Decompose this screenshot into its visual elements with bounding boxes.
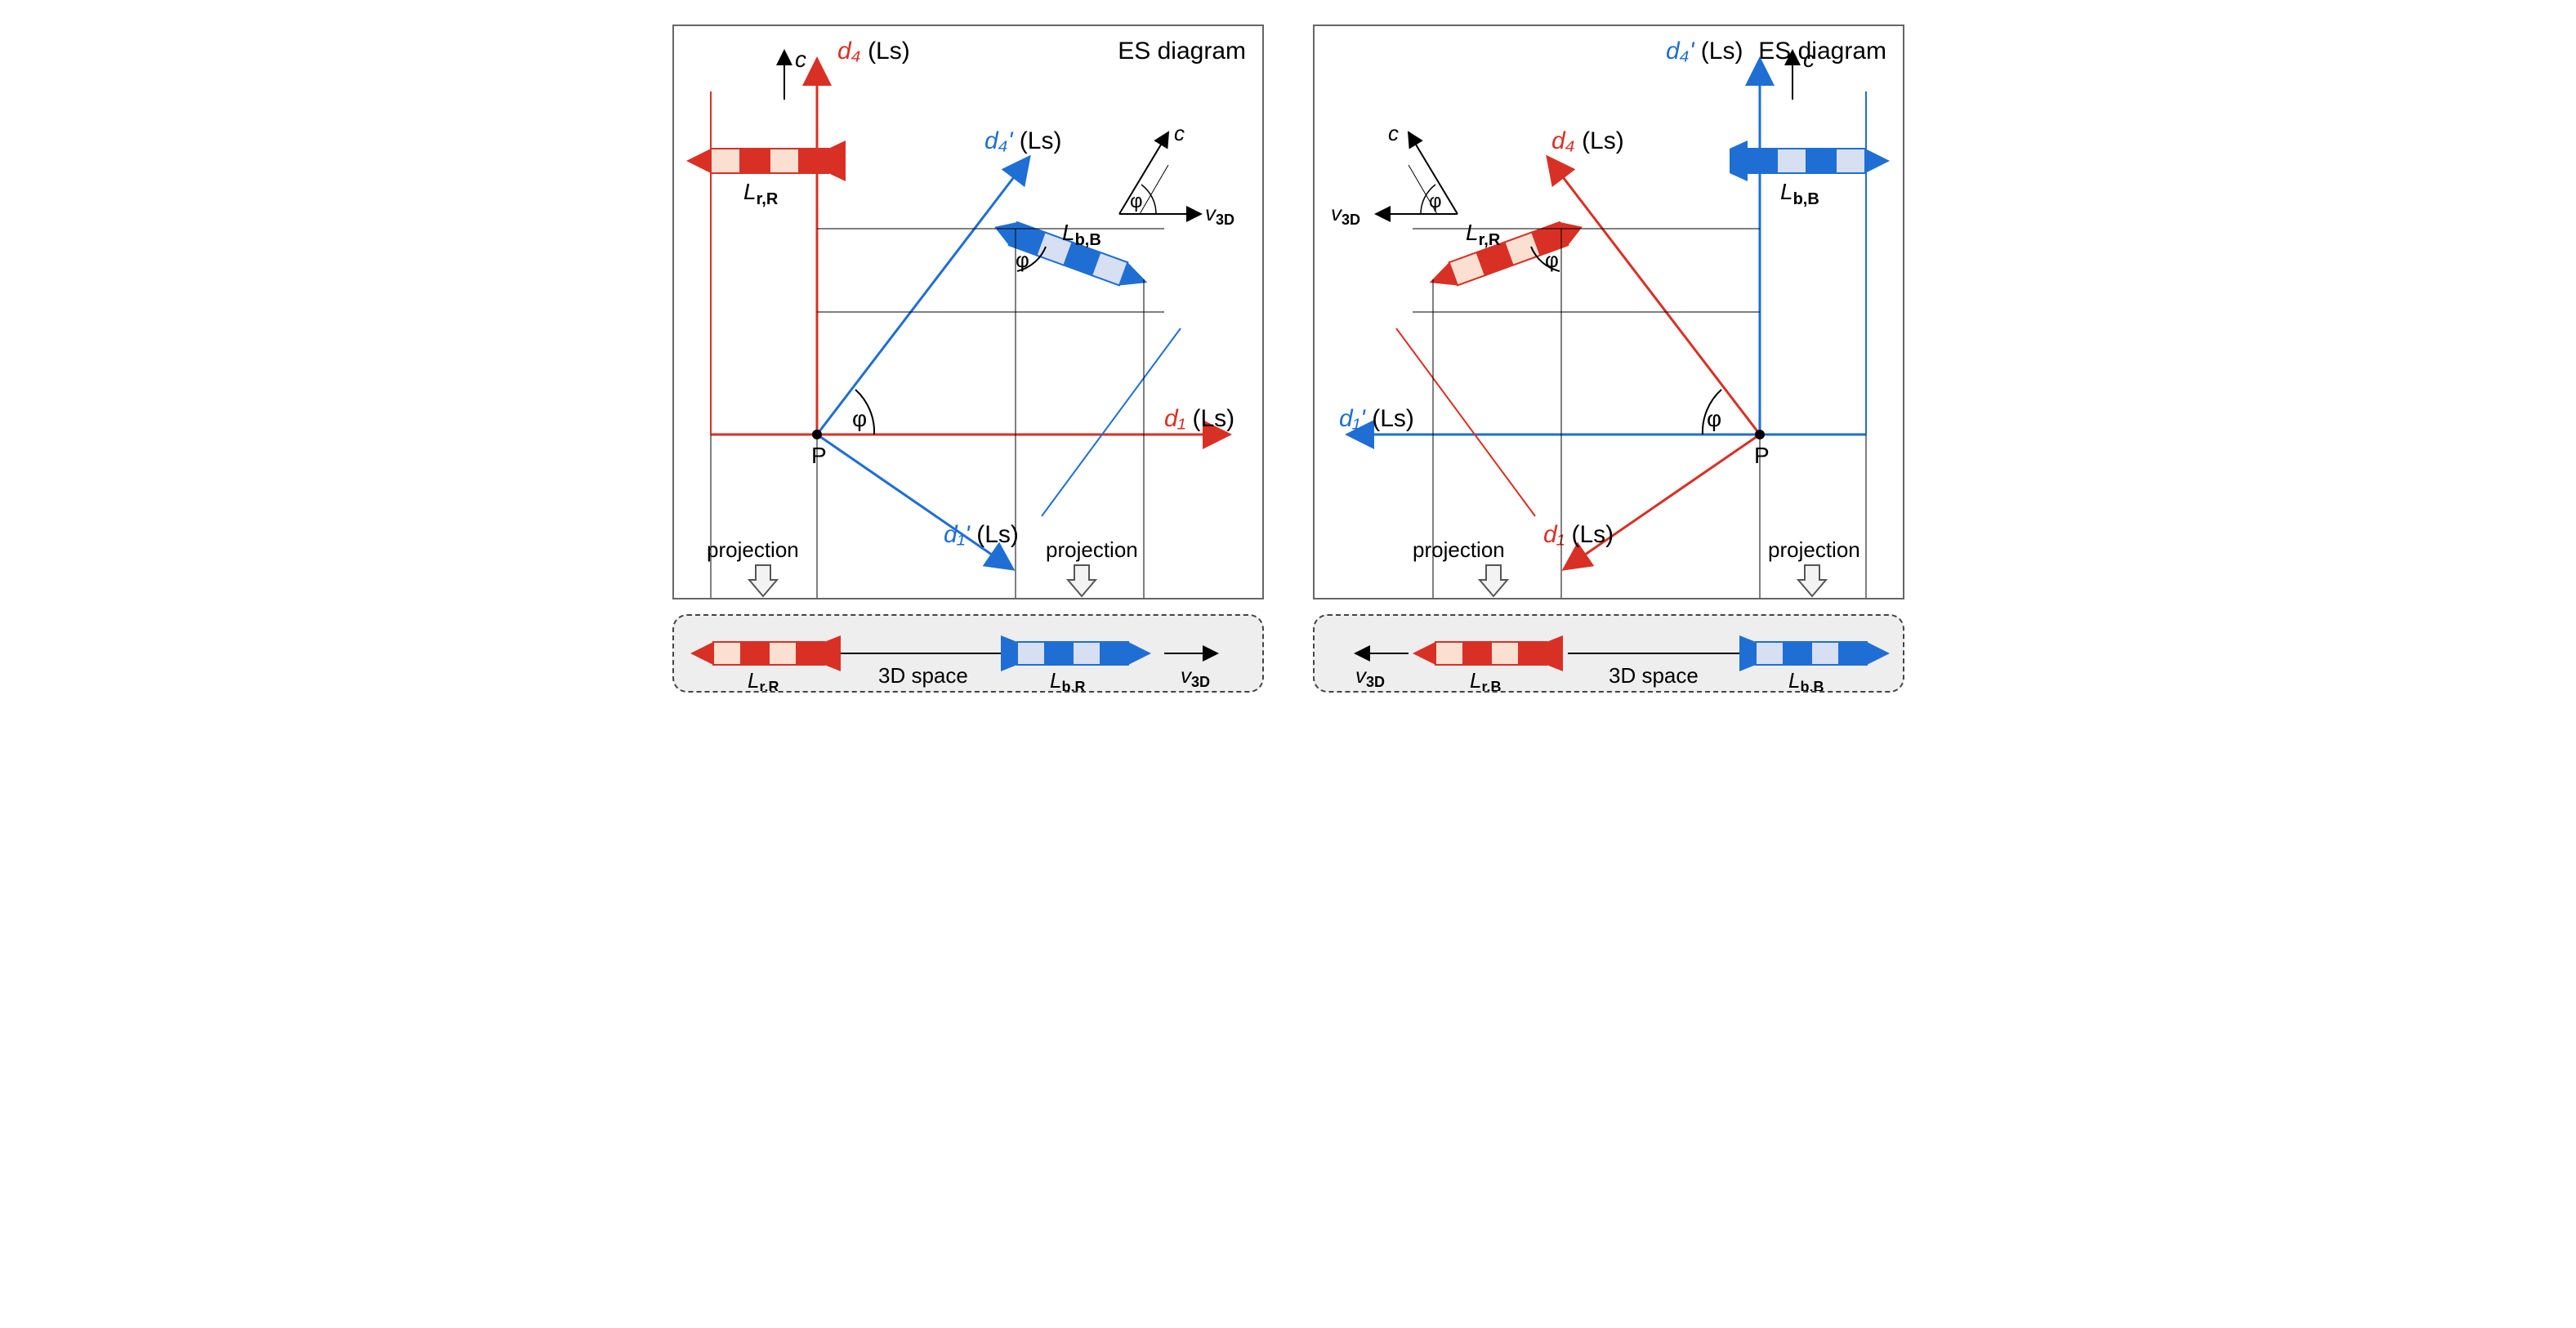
svg-text:c: c: [1388, 121, 1399, 145]
phi-rocket: φ: [1016, 247, 1029, 272]
red-rocket-tilted: [1425, 216, 1586, 294]
es-diagram-label-r: ES diagram: [1758, 38, 1886, 65]
blue-axis-d4p: [817, 157, 1029, 434]
red-axis-d4: [1547, 157, 1760, 434]
bottom-red-label-r: Lr,B: [1470, 668, 1501, 691]
blue-rocket-tilted-label: Lb,B: [1062, 220, 1101, 249]
right-diagram-svg: ES diagram d₄' (Ls) d₁' (Ls) c: [1315, 26, 1903, 598]
v3d-label-r: v3D: [1355, 663, 1385, 690]
right-bottom-svg: v3D Lr,B 3D space: [1315, 616, 1903, 691]
proj-arrow-2r: [1798, 565, 1826, 596]
proj-arrow-1r: [1480, 565, 1507, 596]
left-diagram-svg: ES diagram d₄ (Ls) d₁ (Ls) c: [674, 26, 1262, 598]
proj-arrow-1: [749, 565, 777, 596]
svg-text:c: c: [1174, 121, 1185, 145]
phi-origin: φ: [852, 406, 867, 431]
left-bottom-box: Lr,R 3D space Lb,R: [672, 614, 1264, 693]
right-panel: ES diagram d₄' (Ls) d₁' (Ls) c: [1313, 25, 1904, 599]
inset-triangle-right: φ c v3D: [1331, 121, 1458, 228]
v3d-label: v3D: [1181, 663, 1210, 690]
phi-rocket-r: φ: [1545, 247, 1559, 272]
blue-guide-parallel: [1042, 328, 1181, 516]
bottom-blue-rocket-r: [1739, 635, 1890, 671]
blue-d1p-label-r: d₁' (Ls): [1339, 405, 1414, 432]
phi-origin-r: φ: [1707, 406, 1721, 431]
figure-container: ES diagram d₄ (Ls) d₁ (Ls) c: [0, 0, 2576, 717]
blue-d1p-label: d₁' (Ls): [944, 521, 1019, 548]
red-axis-d1: [1564, 434, 1760, 569]
svg-text:v3D: v3D: [1205, 201, 1234, 228]
red-rocket-label: Lr,R: [743, 179, 779, 208]
es-diagram-label: ES diagram: [1118, 38, 1246, 65]
bottom-red-rocket-r: [1413, 635, 1563, 671]
svg-text:φ: φ: [1130, 190, 1143, 212]
red-d1-label: d₁ (Ls): [1164, 405, 1234, 432]
proj-label-2: projection: [1046, 537, 1138, 562]
proj-label-1: projection: [707, 537, 799, 562]
inset-triangle-left: φ c v3D: [1119, 121, 1234, 228]
red-d1-label-r: d₁ (Ls): [1543, 521, 1614, 548]
right-bottom-box: v3D Lr,B 3D space: [1313, 614, 1904, 693]
bottom-blue-rocket: [1001, 635, 1151, 671]
proj-label-2r: projection: [1768, 537, 1860, 562]
red-rocket-tilted-label: Lr,R: [1466, 220, 1501, 249]
red-d4-label-r: d₄ (Ls): [1551, 127, 1624, 154]
bottom-blue-label: Lb,R: [1050, 668, 1085, 691]
space3d-label-r: 3D space: [1609, 663, 1699, 688]
c-label-left: c: [795, 47, 806, 72]
svg-text:v3D: v3D: [1331, 201, 1360, 228]
proj-arrow-2: [1068, 565, 1096, 596]
proj-label-1r: projection: [1413, 537, 1505, 562]
bottom-blue-label-r: Lb,B: [1788, 668, 1824, 691]
blue-d4p-label: d₄' (Ls): [984, 127, 1061, 154]
blue-d4p-label-r: d₄' (Ls): [1666, 38, 1743, 65]
red-guide-parallel: [1396, 328, 1535, 516]
c-label-right: c: [1803, 47, 1815, 72]
left-panel: ES diagram d₄ (Ls) d₁ (Ls) c: [672, 25, 1264, 599]
left-bottom-svg: Lr,R 3D space Lb,R: [674, 616, 1262, 691]
bottom-red-label: Lr,R: [748, 668, 779, 691]
blue-axis-d1p: [817, 434, 1013, 569]
P-label: P: [811, 443, 827, 468]
P-label-r: P: [1754, 443, 1770, 468]
svg-text:φ: φ: [1429, 190, 1442, 212]
space3d-label: 3D space: [878, 663, 968, 688]
left-panel-wrap: ES diagram d₄ (Ls) d₁ (Ls) c: [672, 25, 1264, 693]
bottom-red-rocket: [690, 635, 841, 671]
blue-rocket-label-r: Lb,B: [1780, 179, 1819, 208]
red-d4-label: d₄ (Ls): [837, 38, 910, 65]
right-panel-wrap: ES diagram d₄' (Ls) d₁' (Ls) c: [1313, 25, 1904, 693]
